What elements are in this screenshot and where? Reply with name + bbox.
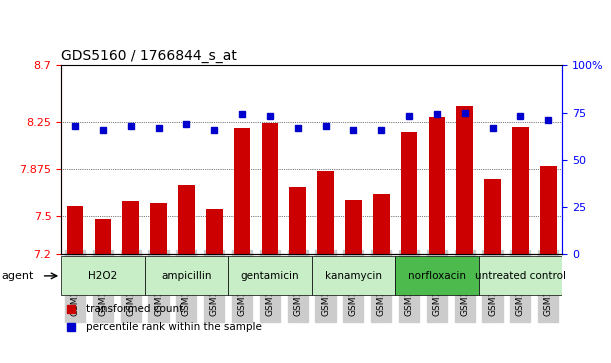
- Text: gentamicin: gentamicin: [241, 271, 299, 281]
- Bar: [345, 200, 362, 254]
- Bar: [540, 166, 557, 254]
- Bar: [290, 187, 306, 254]
- Text: agent: agent: [1, 271, 33, 281]
- Text: norfloxacin: norfloxacin: [408, 271, 466, 281]
- Bar: [67, 206, 83, 254]
- Bar: [206, 209, 222, 254]
- FancyBboxPatch shape: [228, 256, 312, 295]
- Bar: [178, 185, 195, 254]
- Bar: [512, 127, 529, 254]
- Bar: [428, 117, 445, 254]
- Bar: [317, 171, 334, 254]
- Bar: [456, 106, 473, 254]
- Bar: [122, 201, 139, 254]
- Bar: [401, 132, 417, 254]
- FancyBboxPatch shape: [478, 256, 562, 295]
- Text: percentile rank within the sample: percentile rank within the sample: [86, 322, 262, 332]
- Bar: [373, 194, 390, 254]
- Text: kanamycin: kanamycin: [325, 271, 382, 281]
- Text: untreated control: untreated control: [475, 271, 566, 281]
- Bar: [233, 128, 251, 254]
- Bar: [95, 219, 111, 254]
- Text: ampicillin: ampicillin: [161, 271, 211, 281]
- FancyBboxPatch shape: [145, 256, 228, 295]
- FancyBboxPatch shape: [395, 256, 478, 295]
- Bar: [484, 179, 501, 254]
- Bar: [150, 203, 167, 254]
- Text: H2O2: H2O2: [88, 271, 117, 281]
- Text: GDS5160 / 1766844_s_at: GDS5160 / 1766844_s_at: [61, 49, 237, 63]
- FancyBboxPatch shape: [61, 256, 145, 295]
- Bar: [262, 123, 278, 254]
- FancyBboxPatch shape: [312, 256, 395, 295]
- Text: transformed count: transformed count: [86, 303, 183, 314]
